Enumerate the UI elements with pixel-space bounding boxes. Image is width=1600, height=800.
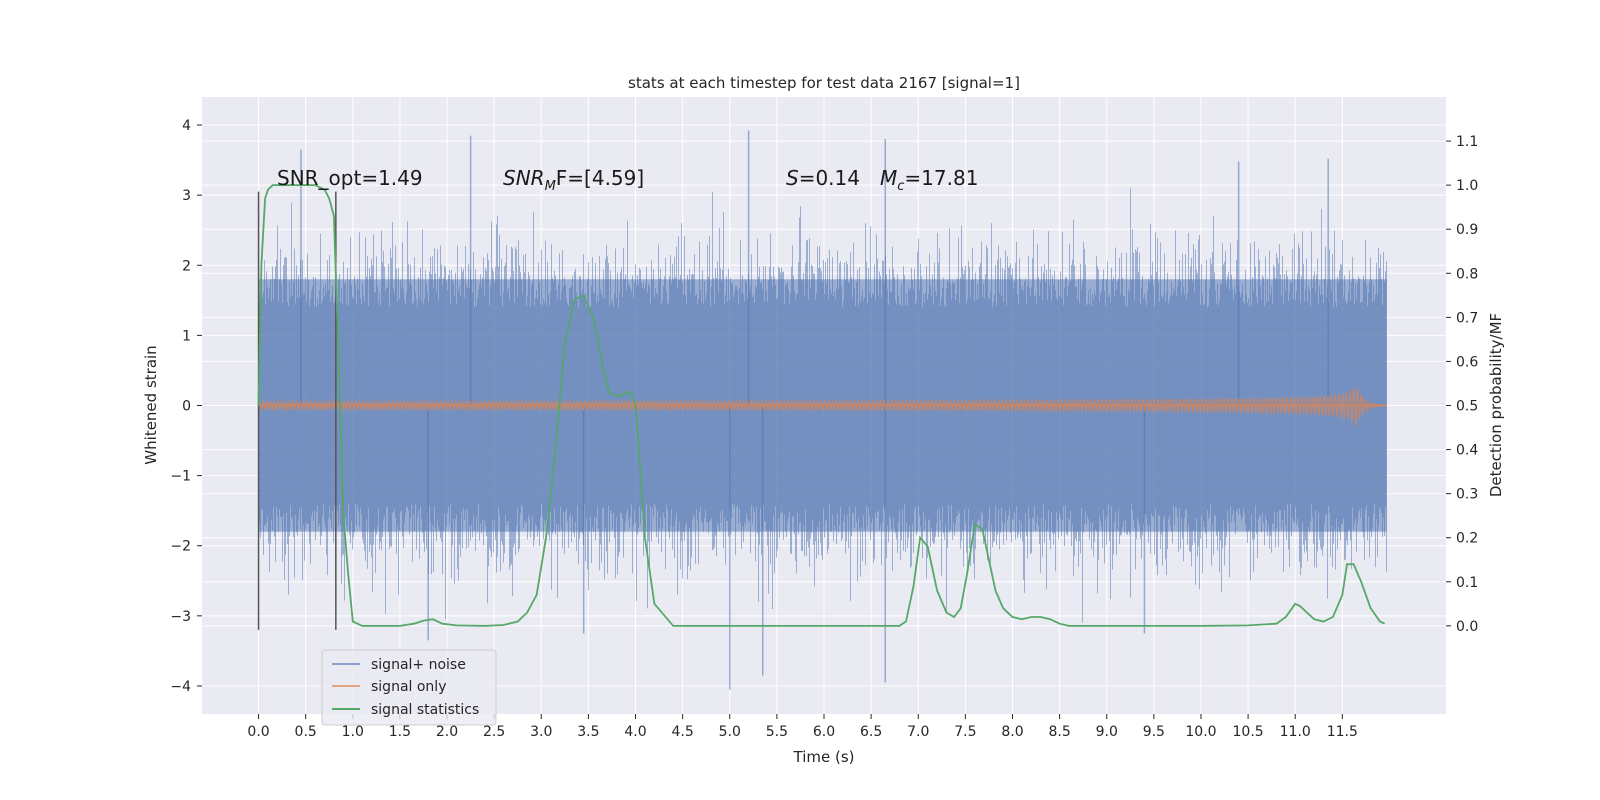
y-right-tick-label: 0.9: [1456, 222, 1478, 238]
x-tick-label: 6.5: [860, 724, 882, 740]
x-tick-label: 9.0: [1096, 724, 1118, 740]
x-tick-label: 11.0: [1280, 724, 1311, 740]
y-left-tick-label: −1: [170, 469, 191, 485]
x-tick-label: 3.5: [577, 724, 599, 740]
annotation-snr-mf-rest: F=[4.59]: [556, 166, 644, 190]
annotation-snr-mf: SNRMF=[4.59]: [503, 166, 644, 194]
y-axis-left: −4 −3 −2 −1 0 1 2 3 4: [170, 118, 202, 695]
signal-only-series: [257, 388, 1387, 427]
x-tick-label: 5.0: [719, 724, 741, 740]
y-right-tick-label: 0.3: [1456, 487, 1478, 503]
y-left-tick-label: 4: [182, 118, 191, 134]
x-tick-label: 8.0: [1001, 724, 1023, 740]
x-tick-label: 10.0: [1185, 724, 1216, 740]
y-axis-right-label: Detection probability/MF: [1487, 313, 1505, 497]
x-tick-label: 0.0: [247, 724, 269, 740]
x-tick-label: 2.5: [483, 724, 505, 740]
x-axis: 0.0 0.5 1.0 1.5 2.0 2.5 3.0 3.5 4.0 4.5 5.0 5.5 6.0 6…: [247, 714, 1358, 740]
annotation-mc-main: M: [880, 166, 897, 190]
x-axis-label: Time (s): [793, 748, 855, 766]
y-axis-right: 0.0 0.1 0.2 0.3 0.4 0.5 0.6 0.7 0.8 0.9 1.0 1.1: [1446, 134, 1478, 635]
signal-statistics-line: [257, 184, 1386, 627]
y-right-tick-label: 0.0: [1456, 619, 1478, 635]
x-tick-label: 7.5: [954, 724, 976, 740]
x-tick-label: 11.5: [1327, 724, 1358, 740]
y-right-tick-label: 0.2: [1456, 531, 1478, 547]
annotation-mc-rest: =17.81: [904, 166, 978, 190]
x-tick-label: 9.5: [1143, 724, 1165, 740]
y-left-tick-label: 2: [182, 258, 191, 274]
annotation-mc: Mc=17.81: [880, 166, 978, 194]
x-tick-label: 4.0: [624, 724, 646, 740]
signal-statistics-series: [257, 184, 1386, 627]
y-axis-left-label: Whitened strain: [142, 345, 160, 464]
x-tick-label: 8.5: [1048, 724, 1070, 740]
x-tick-label: 4.5: [672, 724, 694, 740]
y-right-tick-label: 1.0: [1456, 178, 1478, 194]
annotation-mc-sub: c: [897, 179, 904, 194]
y-right-tick-label: 0.1: [1456, 575, 1478, 591]
y-right-tick-label: 0.7: [1456, 310, 1478, 326]
y-right-tick-label: 0.6: [1456, 354, 1478, 370]
x-tick-label: 5.5: [766, 724, 788, 740]
y-left-tick-label: −3: [170, 609, 191, 625]
x-tick-label: 7.0: [907, 724, 929, 740]
legend-label-signal-statistics: signal statistics: [371, 702, 479, 718]
annotation-snr-mf-main: SNR: [503, 166, 545, 190]
legend-label-signal-noise: signal+ noise: [371, 657, 466, 673]
x-tick-label: 1.5: [389, 724, 411, 740]
x-tick-label: 6.0: [813, 724, 835, 740]
y-right-tick-label: 0.4: [1456, 443, 1478, 459]
legend: signal+ noise signal only signal statist…: [321, 649, 497, 726]
x-tick-label: 0.5: [295, 724, 317, 740]
y-left-tick-label: −4: [170, 679, 191, 695]
annotation-s: S=0.14: [786, 166, 860, 190]
annotation-snr-opt: SNR_opt=1.49: [277, 166, 423, 190]
y-left-tick-label: 3: [182, 188, 191, 204]
y-left-tick-label: −2: [170, 539, 191, 555]
annotation-s-rest: =0.14: [799, 166, 860, 190]
annotation-snr-mf-sub: M: [545, 179, 556, 194]
x-tick-label: 10.5: [1233, 724, 1264, 740]
y-right-tick-label: 0.5: [1456, 399, 1478, 415]
legend-label-signal-only: signal only: [371, 679, 446, 695]
y-right-tick-label: 0.8: [1456, 266, 1478, 282]
y-left-tick-label: 0: [182, 399, 191, 415]
x-tick-label: 3.0: [530, 724, 552, 740]
annotation-s-main: S: [786, 166, 799, 190]
chart-title: stats at each timestep for test data 216…: [628, 74, 1020, 92]
x-tick-label: 2.0: [436, 724, 458, 740]
x-tick-label: 1.0: [342, 724, 364, 740]
y-right-tick-label: 1.1: [1456, 134, 1478, 150]
y-left-tick-label: 1: [182, 328, 191, 344]
legend-box: [321, 649, 497, 726]
